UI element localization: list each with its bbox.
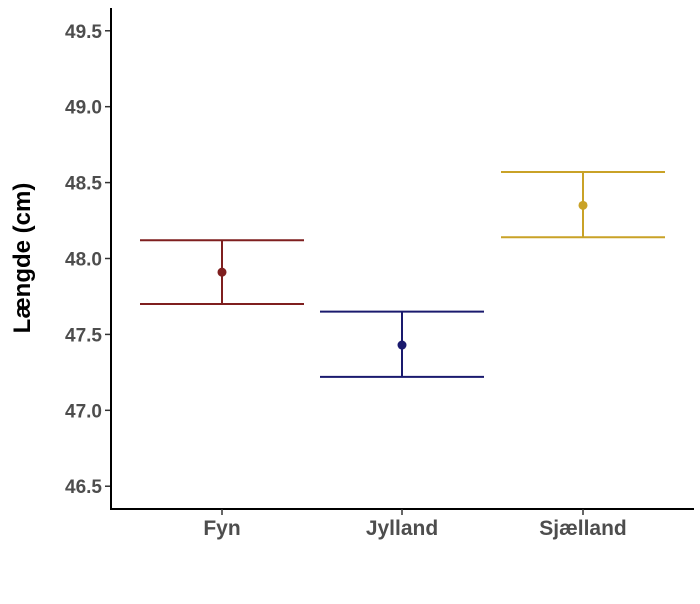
- y-axis-title: Længde (cm): [9, 183, 36, 334]
- x-tick-label: Sjælland: [539, 517, 627, 540]
- mean-point: [578, 200, 588, 210]
- x-tick-label: Fyn: [203, 517, 240, 540]
- y-tick-label: 49.5: [65, 22, 102, 43]
- y-tick-label: 47.5: [65, 325, 102, 346]
- y-axis-ticks: 46.5 47.0 47.5 48.0 48.5 49.0 49.5: [65, 22, 111, 498]
- y-tick-label: 46.5: [65, 477, 102, 498]
- errorbar-jylland: [320, 310, 484, 378]
- mean-point: [397, 340, 407, 350]
- y-tick-label: 47.0: [65, 401, 102, 422]
- axes: [110, 8, 694, 510]
- y-tick-label: 48.5: [65, 174, 102, 195]
- mean-point: [217, 267, 227, 277]
- y-tick-label: 48.0: [65, 250, 102, 271]
- y-tick-label: 49.0: [65, 98, 102, 119]
- error-bars: [140, 170, 665, 378]
- x-axis-ticks: Fyn Jylland Sjælland: [203, 509, 627, 540]
- x-tick-label: Jylland: [366, 517, 438, 540]
- errorbar-fyn: [140, 239, 304, 306]
- errorbar-sjælland: [501, 170, 665, 239]
